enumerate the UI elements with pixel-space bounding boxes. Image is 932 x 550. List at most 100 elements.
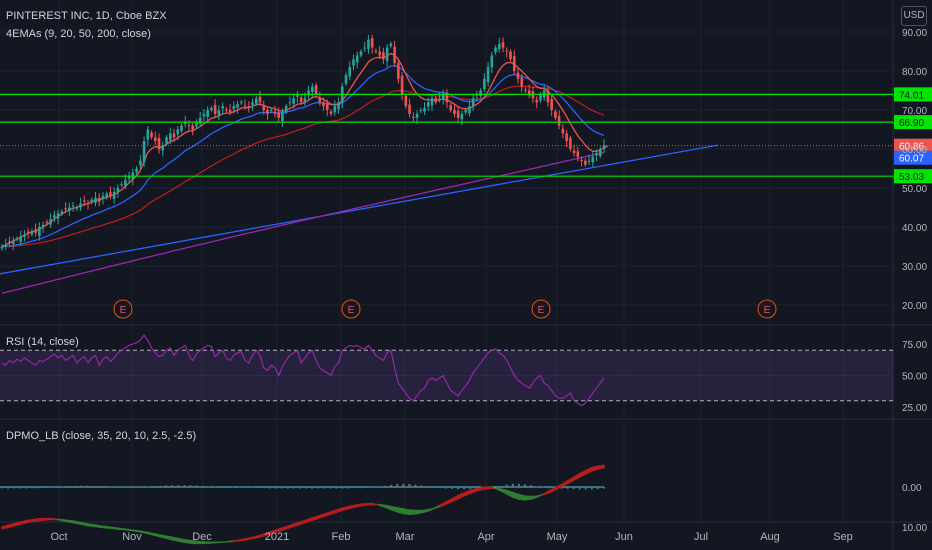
candle-body bbox=[382, 52, 385, 60]
candle-body bbox=[90, 199, 94, 203]
dpmo-fill-segment bbox=[463, 489, 471, 497]
candle-body bbox=[322, 102, 325, 107]
time-tick-label: Oct bbox=[50, 531, 67, 543]
candle-body bbox=[64, 208, 67, 210]
candle-body bbox=[23, 234, 26, 237]
ema-price-label: 60.07 bbox=[899, 154, 924, 165]
time-tick-label: Apr bbox=[477, 531, 494, 543]
candle-body bbox=[225, 109, 228, 111]
ema-price-label-bg bbox=[894, 150, 932, 165]
candle-body bbox=[19, 236, 22, 242]
rsi-title[interactable]: RSI (14, close) bbox=[6, 336, 79, 348]
dpmo-title[interactable]: DPMO_LB (close, 35, 20, 10, 2.5, -2.5) bbox=[6, 430, 197, 442]
earnings-circle bbox=[341, 299, 361, 319]
candle-body bbox=[430, 98, 434, 106]
candle-body bbox=[494, 47, 497, 53]
candle-body bbox=[86, 203, 90, 205]
dpmo-tick-label: 0.00 bbox=[902, 483, 922, 494]
dpmo-fill-segment bbox=[487, 486, 495, 489]
candle-body bbox=[535, 99, 538, 103]
candle-body bbox=[318, 97, 322, 103]
candle-body bbox=[378, 51, 381, 56]
dpmo-fill-segment bbox=[68, 519, 76, 524]
dpmo-fill-segment bbox=[7, 522, 15, 529]
candle-body bbox=[157, 138, 161, 149]
candle-body bbox=[288, 102, 292, 104]
dpmo-fill-segment bbox=[116, 527, 125, 531]
candle-body bbox=[269, 110, 273, 111]
last-price-label-bg bbox=[894, 138, 932, 153]
candle-body bbox=[397, 63, 400, 79]
candle-body bbox=[210, 108, 213, 110]
ema200-line bbox=[1, 151, 605, 294]
dpmo-fill-segment bbox=[280, 525, 289, 532]
dpmo-fill-segment bbox=[360, 502, 368, 507]
dpmo-fill-segment bbox=[110, 526, 119, 530]
dpmo-fill-segment bbox=[299, 519, 307, 526]
dpmo-fill-segment bbox=[536, 493, 544, 499]
candle-body bbox=[191, 125, 194, 130]
candles bbox=[0, 34, 606, 251]
candle-body bbox=[71, 205, 75, 207]
candle-body bbox=[587, 160, 591, 162]
candle-body bbox=[38, 227, 41, 236]
candle-body bbox=[120, 184, 123, 186]
candle-body bbox=[299, 97, 303, 103]
candle-body bbox=[30, 230, 34, 235]
candle-body bbox=[124, 180, 127, 186]
rsi-tick-label: 25.00 bbox=[902, 403, 927, 414]
candle-body bbox=[41, 225, 45, 227]
candle-body bbox=[385, 47, 389, 61]
candle-body bbox=[232, 106, 236, 109]
currency-badge[interactable]: USD bbox=[901, 6, 927, 26]
candle-body bbox=[277, 112, 280, 118]
candle-body bbox=[602, 145, 606, 149]
earnings-marker[interactable]: E bbox=[757, 299, 777, 319]
time-tick-label: May bbox=[547, 531, 568, 543]
candle-body bbox=[247, 106, 251, 109]
dpmo-fill-segment bbox=[1, 524, 9, 530]
dpmo-fill-segment bbox=[548, 486, 557, 494]
dpmo-fill-segment bbox=[353, 503, 362, 508]
candle-body bbox=[374, 50, 378, 52]
dpmo-tick-label: 10.00 bbox=[902, 523, 927, 534]
price-tick-label: 70.00 bbox=[902, 106, 927, 117]
dpmo-fill-segment bbox=[572, 472, 581, 482]
earnings-marker[interactable]: E bbox=[531, 299, 551, 319]
candle-body bbox=[213, 104, 217, 114]
candle-body bbox=[557, 116, 561, 126]
dpmo-fill-segment bbox=[98, 524, 107, 529]
dpmo-fill-segment bbox=[177, 537, 186, 544]
candle-body bbox=[363, 47, 366, 49]
candle-body bbox=[303, 98, 307, 103]
trendlines bbox=[0, 144, 719, 275]
ema-indicator-title[interactable]: 4EMAs (9, 20, 50, 200, close) bbox=[6, 28, 151, 40]
time-tick-label: Nov bbox=[122, 531, 142, 543]
level-label-bg bbox=[894, 115, 932, 130]
candle-body bbox=[281, 111, 284, 121]
dpmo-fill-segment bbox=[499, 488, 508, 496]
candle-body bbox=[486, 67, 490, 82]
candle-body bbox=[453, 110, 456, 114]
time-tick-label: Aug bbox=[760, 531, 780, 543]
candle-body bbox=[311, 86, 314, 93]
dpmo-fill-segment bbox=[524, 495, 532, 501]
dpmo-fill-segment bbox=[74, 520, 82, 526]
candle-body bbox=[419, 110, 423, 111]
candle-body bbox=[236, 104, 239, 108]
time-tick-label: Feb bbox=[332, 531, 351, 543]
dpmo-fill-segment bbox=[238, 538, 246, 542]
dpmo-fill-segment bbox=[414, 509, 423, 515]
earnings-marker[interactable]: E bbox=[341, 299, 361, 319]
candle-body bbox=[266, 110, 269, 114]
candle-body bbox=[172, 133, 176, 138]
candle-body bbox=[498, 43, 501, 50]
dpmo-fill-segment bbox=[408, 509, 417, 516]
candle-body bbox=[408, 104, 411, 114]
earnings-marker[interactable]: E bbox=[113, 299, 133, 319]
candle-body bbox=[0, 246, 4, 249]
candle-body bbox=[15, 238, 19, 240]
